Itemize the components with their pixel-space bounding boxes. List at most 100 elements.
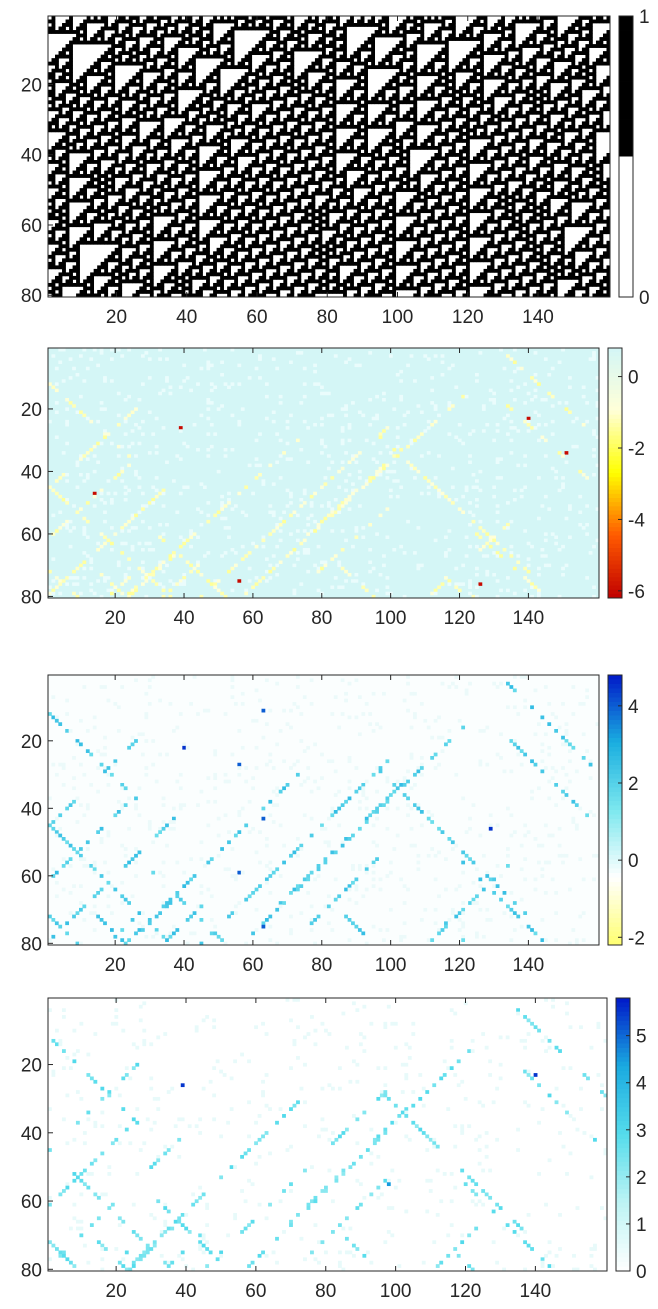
heatmap-cell xyxy=(170,107,175,112)
heatmap-cell xyxy=(241,16,246,20)
heatmap-cell xyxy=(104,68,109,73)
heatmap-cell xyxy=(114,93,119,98)
heatmap-cell xyxy=(360,93,365,98)
heatmap-cell xyxy=(65,191,70,196)
heatmap-cell xyxy=(111,152,116,157)
heatmap-cell xyxy=(104,51,109,55)
heatmap-cell xyxy=(177,86,182,91)
heatmap-cell xyxy=(121,202,126,207)
heatmap-cell xyxy=(297,170,302,175)
heatmap-cell xyxy=(114,212,119,217)
heatmap-cell xyxy=(465,181,470,185)
heatmap-cell xyxy=(536,89,541,94)
heatmap-cell xyxy=(406,114,411,119)
heatmap-cell xyxy=(378,33,383,38)
heatmap-cell xyxy=(55,216,59,221)
heatmap-cell xyxy=(192,181,196,185)
heatmap-cell xyxy=(451,163,456,168)
heatmap-cell xyxy=(392,128,397,133)
heatmap-cell xyxy=(227,58,231,63)
heatmap-cell xyxy=(325,202,330,207)
heatmap-cell xyxy=(480,33,484,38)
heatmap-cell xyxy=(156,160,161,164)
heatmap-cell xyxy=(413,40,418,45)
heatmap-cell xyxy=(209,40,214,45)
heatmap-cell xyxy=(367,58,372,63)
heatmap-cell xyxy=(564,188,569,192)
heatmap-cell xyxy=(90,96,95,101)
heatmap-cell xyxy=(304,30,309,34)
heatmap-cell xyxy=(343,142,347,147)
heatmap-cell xyxy=(174,156,179,161)
heatmap-cell xyxy=(532,44,537,48)
heatmap-cell xyxy=(557,174,562,178)
heatmap-cell xyxy=(599,205,604,210)
heatmap-cell xyxy=(529,61,534,66)
heatmap-cell xyxy=(248,61,253,66)
heatmap-cell xyxy=(128,216,133,221)
heatmap-cell xyxy=(244,93,249,98)
heatmap-cell xyxy=(290,174,295,178)
heatmap-cell xyxy=(227,135,231,140)
heatmap-cell xyxy=(501,107,505,112)
heatmap-cell xyxy=(206,26,210,31)
heatmap-cell xyxy=(170,198,175,203)
heatmap-cell xyxy=(483,195,488,199)
heatmap-cell xyxy=(202,138,207,143)
heatmap-cell xyxy=(227,152,231,157)
heatmap-cell xyxy=(462,195,467,199)
heatmap-cell xyxy=(276,72,281,77)
heatmap-cell xyxy=(416,191,421,196)
heatmap-cell xyxy=(588,37,593,41)
heatmap-cell xyxy=(543,149,548,154)
heatmap-cell xyxy=(543,145,548,150)
heatmap-cell xyxy=(473,205,477,210)
heatmap-cell xyxy=(578,65,583,70)
heatmap-cell xyxy=(160,145,165,150)
heatmap-cell xyxy=(578,37,583,41)
heatmap-cell xyxy=(58,51,63,55)
heatmap-cell xyxy=(153,135,158,140)
heatmap-cell xyxy=(581,174,586,178)
heatmap-cell xyxy=(234,82,239,87)
heatmap-cell xyxy=(469,209,474,214)
heatmap-cell xyxy=(448,198,453,203)
heatmap-cell xyxy=(163,181,168,185)
heatmap-cell xyxy=(350,191,354,196)
heatmap-cell xyxy=(206,44,210,48)
heatmap-cell xyxy=(357,152,361,157)
heatmap-cell xyxy=(111,135,116,140)
heatmap-cell xyxy=(311,181,316,185)
heatmap-cell xyxy=(483,156,488,161)
heatmap-cell xyxy=(62,181,66,185)
heatmap-cell xyxy=(357,128,361,133)
heatmap-cell xyxy=(290,93,295,98)
heatmap-cell xyxy=(364,117,368,122)
heatmap-cell xyxy=(602,181,607,185)
heatmap-cell xyxy=(83,89,87,94)
heatmap-cell xyxy=(529,202,534,207)
heatmap-cell xyxy=(437,40,442,45)
heatmap-cell xyxy=(444,177,449,182)
heatmap-cell xyxy=(206,79,210,84)
heatmap-cell xyxy=(487,47,491,52)
heatmap-cell xyxy=(501,117,505,122)
heatmap-cell xyxy=(371,170,376,175)
heatmap-cell xyxy=(290,47,295,52)
heatmap-cell xyxy=(297,198,302,203)
heatmap-cell xyxy=(118,149,123,154)
heatmap-cell xyxy=(388,82,393,87)
heatmap-cell xyxy=(515,54,520,59)
heatmap-cell xyxy=(360,177,365,182)
heatmap-cell xyxy=(199,107,203,112)
heatmap-cell xyxy=(111,209,116,214)
heatmap-cell xyxy=(107,142,112,147)
heatmap-cell xyxy=(307,170,312,175)
heatmap-cell xyxy=(364,181,368,185)
heatmap-cell xyxy=(192,205,196,210)
heatmap-cell xyxy=(518,75,523,80)
heatmap-cell xyxy=(286,37,291,41)
heatmap-cell xyxy=(241,174,246,178)
heatmap-cell xyxy=(536,110,541,115)
heatmap-cell xyxy=(567,167,572,171)
